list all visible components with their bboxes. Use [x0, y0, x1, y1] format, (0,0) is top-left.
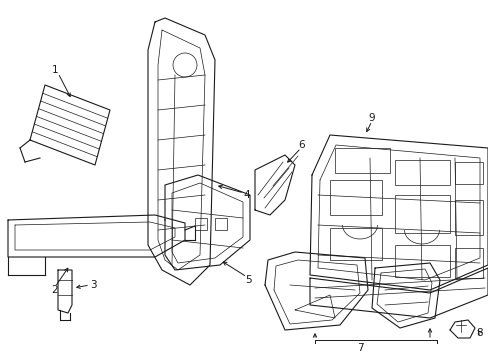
- Bar: [454, 162, 482, 184]
- Bar: [334, 148, 389, 173]
- Bar: [329, 180, 381, 215]
- Bar: [454, 248, 482, 278]
- Text: 4: 4: [243, 190, 250, 200]
- Text: 2: 2: [52, 285, 58, 295]
- Text: 7: 7: [356, 343, 363, 353]
- Bar: [329, 228, 381, 260]
- Text: 5: 5: [244, 275, 251, 285]
- Bar: [394, 245, 449, 277]
- Bar: [454, 200, 482, 235]
- Text: 6: 6: [298, 140, 305, 150]
- Bar: [195, 218, 206, 230]
- Bar: [394, 160, 449, 185]
- Bar: [215, 218, 226, 230]
- Text: 8: 8: [476, 328, 482, 338]
- Text: 1: 1: [52, 65, 58, 75]
- Bar: [394, 195, 449, 233]
- Text: 9: 9: [368, 113, 375, 123]
- Text: 3: 3: [89, 280, 96, 290]
